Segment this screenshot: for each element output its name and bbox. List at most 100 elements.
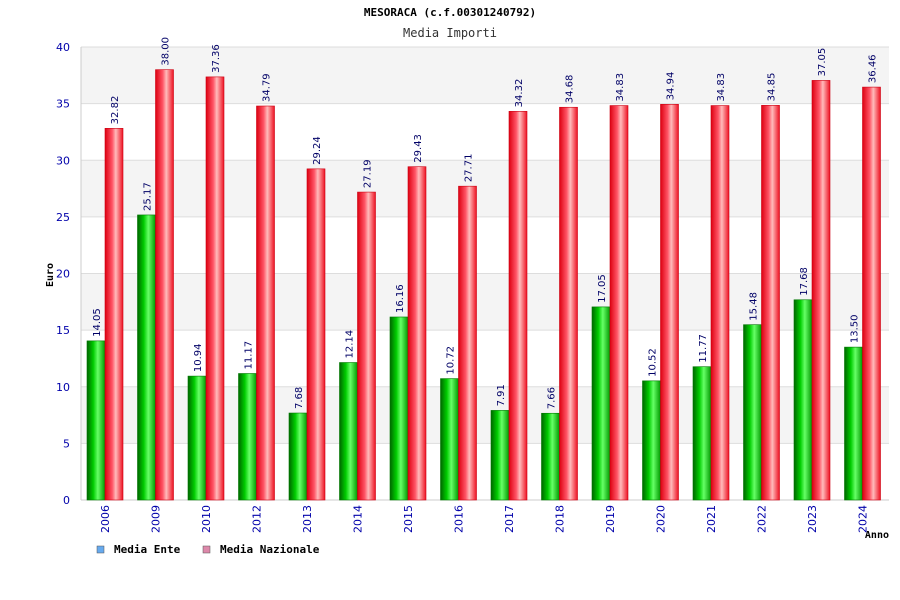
bar-media-ente (541, 412, 560, 501)
data-label: 34.94 (666, 72, 677, 101)
bar-media-ente (844, 346, 863, 501)
data-label: 14.05 (92, 308, 103, 337)
y-tick-label: 15 (56, 324, 70, 337)
x-tick-label: 2012 (251, 505, 264, 533)
y-axis: 0 5 10 15 20 25 30 35 40 (56, 41, 70, 507)
x-tick-label: 2018 (554, 505, 567, 533)
data-label: 10.52 (648, 348, 659, 377)
x-tick-label: 2016 (453, 505, 466, 533)
x-tick-label: 2020 (655, 505, 668, 533)
data-label: 29.43 (413, 134, 424, 163)
x-tick-label: 2019 (604, 505, 617, 533)
bar-media-ente (238, 373, 257, 501)
bar-media-ente (187, 375, 207, 501)
x-axis-title: Anno (865, 530, 889, 541)
bar-media-ente (692, 366, 712, 501)
data-label: 34.83 (615, 73, 626, 102)
y-tick-label: 0 (63, 494, 70, 507)
data-label: 10.72 (446, 346, 457, 375)
x-tick-label: 2014 (352, 505, 365, 533)
y-tick-label: 10 (56, 381, 70, 394)
x-tick-label: 2023 (806, 505, 819, 533)
bar-media-ente (743, 324, 762, 501)
data-label: 15.48 (749, 292, 760, 321)
y-axis-title: Euro (45, 263, 56, 287)
data-label: 34.68 (565, 75, 576, 104)
data-label: 36.46 (868, 54, 879, 83)
data-label: 11.77 (698, 334, 709, 363)
data-label: 34.85 (767, 73, 778, 102)
chart-subtitle: Media Importi (403, 26, 497, 40)
bar-media-ente (137, 214, 156, 501)
data-label: 12.14 (345, 330, 356, 359)
data-label: 7.68 (294, 387, 305, 409)
legend-swatch (202, 545, 211, 554)
x-tick-label: 2009 (150, 505, 163, 533)
chart-title: MESORACA (c.f.00301240792) (364, 6, 536, 19)
legend-label: Media Nazionale (220, 543, 320, 556)
bar-media-nazionale (811, 80, 831, 501)
legend-swatch (96, 545, 105, 554)
bar-media-ente (288, 412, 308, 501)
bar-media-nazionale (508, 111, 528, 501)
bar-media-ente (591, 306, 611, 501)
bar-media-nazionale (660, 104, 679, 501)
x-axis: 2006 2009 2010 2012 2013 2014 2015 2016 2017 2018… (99, 505, 870, 533)
data-label: 29.24 (312, 136, 323, 165)
y-tick-label: 5 (63, 437, 70, 450)
bar-media-ente (86, 340, 106, 501)
bar-media-nazionale (256, 105, 275, 501)
bar-media-nazionale (609, 105, 629, 501)
bar-media-ente (642, 380, 661, 501)
bar-media-ente (793, 299, 813, 501)
y-tick-label: 30 (56, 154, 70, 167)
data-label: 34.83 (716, 73, 727, 102)
data-label: 38.00 (161, 37, 172, 66)
x-tick-label: 2024 (857, 505, 870, 533)
data-label: 7.66 (547, 387, 558, 409)
data-label: 17.05 (597, 274, 608, 303)
data-label: 10.94 (193, 343, 204, 372)
bar-media-nazionale (205, 76, 225, 501)
legend: Media Ente Media Nazionale (96, 543, 320, 556)
data-label: 32.82 (110, 96, 121, 125)
bars: 14.05 32.82 25.17 38.00 10.94 37.36 11.17 34.79… (86, 37, 881, 501)
data-label: 37.05 (817, 48, 828, 77)
bar-media-nazionale (104, 128, 124, 501)
y-tick-label: 20 (56, 268, 70, 281)
data-label: 13.50 (850, 314, 861, 343)
x-tick-label: 2015 (402, 505, 415, 533)
bar-media-nazionale (761, 105, 780, 501)
x-tick-label: 2022 (756, 505, 769, 533)
bar-media-nazionale (710, 105, 730, 501)
bar-media-nazionale (559, 106, 578, 501)
y-tick-label: 35 (56, 98, 70, 111)
bar-media-nazionale (357, 191, 376, 501)
x-tick-label: 2013 (301, 505, 314, 533)
data-label: 37.36 (211, 44, 222, 73)
legend-label: Media Ente (114, 543, 181, 556)
y-tick-label: 25 (56, 211, 70, 224)
data-label: 34.79 (262, 73, 273, 102)
bar-media-ente (490, 410, 510, 501)
data-label: 7.91 (496, 384, 507, 406)
y-tick-label: 40 (56, 41, 70, 54)
bar-media-nazionale (407, 166, 427, 501)
data-label: 11.17 (244, 341, 255, 370)
data-label: 17.68 (799, 267, 810, 296)
bar-media-ente (339, 362, 358, 501)
bar-media-nazionale (306, 168, 326, 501)
bar-media-ente (389, 316, 409, 501)
data-label: 27.19 (363, 159, 374, 188)
data-label: 34.32 (514, 79, 525, 108)
data-label: 27.71 (464, 154, 475, 183)
bar-media-nazionale (458, 185, 477, 501)
x-tick-label: 2021 (705, 505, 718, 533)
x-tick-label: 2017 (503, 505, 516, 533)
data-label: 25.17 (143, 182, 154, 211)
data-label: 16.16 (395, 284, 406, 313)
bar-media-ente (440, 378, 459, 501)
bar-media-nazionale (862, 86, 881, 501)
x-tick-label: 2010 (200, 505, 213, 533)
